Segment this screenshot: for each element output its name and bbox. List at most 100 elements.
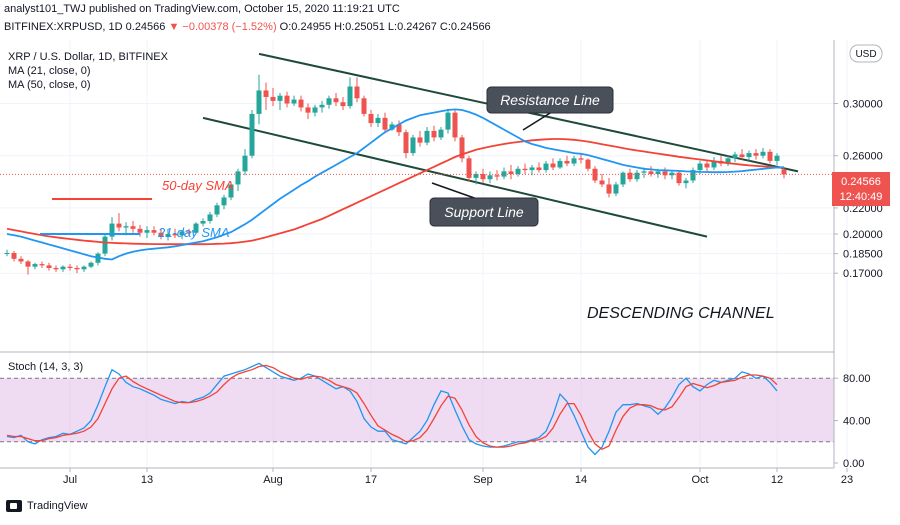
candle-body bbox=[221, 197, 227, 206]
candle-body bbox=[18, 258, 24, 262]
price-tag-bg bbox=[832, 172, 890, 206]
candle-body bbox=[410, 137, 416, 154]
stoch-k-line bbox=[6, 362, 778, 456]
price-tick-label: 0.18500 bbox=[843, 249, 883, 261]
candle bbox=[186, 228, 192, 236]
candle-body bbox=[277, 95, 283, 101]
support-label: Support Line bbox=[444, 204, 524, 220]
candle-body bbox=[606, 184, 612, 194]
candle-body bbox=[648, 171, 654, 174]
candle-body bbox=[739, 154, 745, 158]
candle-body bbox=[116, 223, 122, 228]
candle-body bbox=[172, 234, 178, 236]
stochastic-panel bbox=[0, 362, 834, 456]
candle bbox=[578, 153, 584, 164]
candle-body bbox=[536, 167, 542, 171]
candle-body bbox=[487, 175, 493, 180]
candle-body bbox=[494, 175, 500, 177]
legend-title: XRP / U.S. Dollar, 1D, BITFINEX bbox=[8, 51, 169, 63]
candle bbox=[193, 222, 199, 235]
chart-legend: XRP / U.S. Dollar, 1D, BITFINEX MA (21, … bbox=[8, 51, 169, 373]
candle bbox=[774, 153, 780, 165]
candle-body bbox=[326, 98, 332, 105]
candle bbox=[207, 211, 213, 224]
price-tick-label: 0.30000 bbox=[843, 99, 883, 111]
time-tick-label: 17 bbox=[365, 474, 377, 486]
stoch-legend: Stoch (14, 3, 3) bbox=[8, 361, 83, 373]
candle-body bbox=[60, 266, 66, 270]
candle bbox=[627, 168, 633, 182]
candle-body bbox=[151, 230, 157, 233]
candle-body bbox=[417, 137, 423, 143]
candle-body bbox=[81, 266, 87, 270]
ohlc-values: O:0.24955 H:0.25051 L:0.24267 C:0.24566 bbox=[279, 21, 491, 33]
candle-body bbox=[571, 158, 577, 164]
candle-body bbox=[627, 172, 633, 180]
down-arrow-icon: ▼ bbox=[168, 21, 180, 33]
candle bbox=[158, 228, 164, 240]
candle-body bbox=[396, 124, 402, 133]
candle-body bbox=[291, 99, 297, 104]
publisher-info: analyst101_TWJ published on TradingView.… bbox=[4, 3, 400, 15]
price-tag: 0.24566 12:40:49 bbox=[832, 172, 890, 206]
candle-body bbox=[473, 173, 479, 178]
candle bbox=[711, 157, 717, 171]
candle-body bbox=[753, 153, 759, 156]
ma50-line bbox=[6, 138, 785, 246]
candle-body bbox=[732, 154, 738, 159]
channel-lower-line bbox=[202, 116, 708, 238]
candle-body bbox=[599, 180, 605, 185]
chart-header: analyst101_TWJ published on TradingView.… bbox=[0, 0, 900, 40]
candle-body bbox=[368, 113, 374, 124]
currency-button[interactable]: USD bbox=[849, 44, 883, 63]
candle-body bbox=[529, 167, 535, 171]
candle bbox=[536, 162, 542, 173]
candle-body bbox=[319, 104, 325, 108]
candle bbox=[529, 164, 535, 176]
price-tick-label: 0.20000 bbox=[843, 229, 883, 241]
candle-body bbox=[655, 171, 661, 174]
candle bbox=[732, 151, 738, 163]
time-tick-label: 14 bbox=[575, 474, 587, 486]
candle-body bbox=[389, 124, 395, 130]
currency-button-bg[interactable] bbox=[849, 44, 883, 63]
candle bbox=[704, 160, 710, 172]
candle bbox=[144, 226, 150, 238]
candle bbox=[375, 113, 381, 127]
candle bbox=[221, 194, 227, 210]
candle-body bbox=[165, 234, 171, 237]
candle bbox=[431, 125, 437, 142]
candle bbox=[53, 265, 59, 272]
candle-body bbox=[613, 184, 619, 194]
last-price: 0.24566 bbox=[125, 21, 166, 33]
candle bbox=[263, 82, 269, 111]
footer-brand: TradingView bbox=[27, 500, 88, 512]
candle-body bbox=[179, 231, 185, 236]
candle bbox=[116, 213, 122, 232]
candle-body bbox=[767, 151, 773, 161]
candle-body bbox=[11, 252, 17, 259]
candle bbox=[32, 262, 38, 270]
candle-body bbox=[662, 171, 668, 176]
candle bbox=[67, 264, 73, 271]
candle bbox=[571, 155, 577, 167]
candle-body bbox=[298, 99, 304, 108]
candle bbox=[165, 230, 171, 241]
candle-body bbox=[53, 267, 59, 270]
candle bbox=[515, 166, 521, 177]
candle bbox=[256, 74, 262, 125]
candle-body bbox=[214, 205, 220, 215]
candle-body bbox=[333, 98, 339, 103]
candle-body bbox=[403, 132, 409, 154]
publisher-line: analyst101_TWJ published on TradingView.… bbox=[4, 3, 400, 15]
symbol-name: BITFINEX:XRPUSD, 1D bbox=[4, 21, 123, 33]
time-tick-label: 13 bbox=[141, 474, 153, 486]
candle bbox=[389, 121, 395, 131]
currency-button-label[interactable]: USD bbox=[855, 49, 876, 60]
candle bbox=[473, 171, 479, 185]
candle bbox=[550, 158, 556, 171]
candle bbox=[179, 230, 185, 240]
candle bbox=[543, 160, 549, 173]
candle bbox=[25, 260, 31, 275]
